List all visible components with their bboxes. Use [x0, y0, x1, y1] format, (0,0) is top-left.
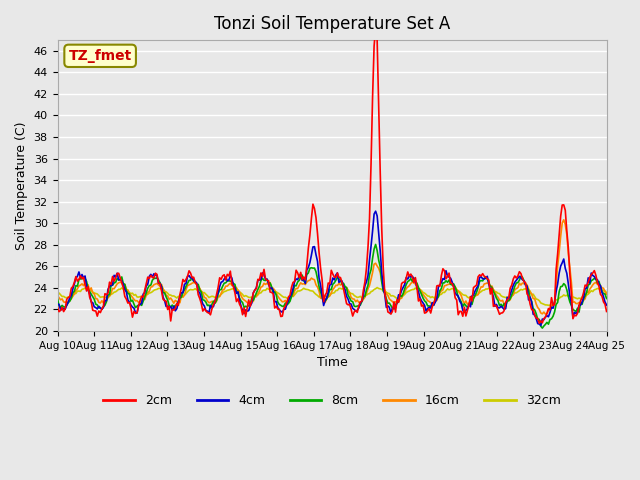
Legend: 2cm, 4cm, 8cm, 16cm, 32cm: 2cm, 4cm, 8cm, 16cm, 32cm [99, 389, 566, 412]
Text: TZ_fmet: TZ_fmet [68, 49, 132, 63]
X-axis label: Time: Time [317, 356, 348, 369]
Y-axis label: Soil Temperature (C): Soil Temperature (C) [15, 121, 28, 250]
Title: Tonzi Soil Temperature Set A: Tonzi Soil Temperature Set A [214, 15, 450, 33]
